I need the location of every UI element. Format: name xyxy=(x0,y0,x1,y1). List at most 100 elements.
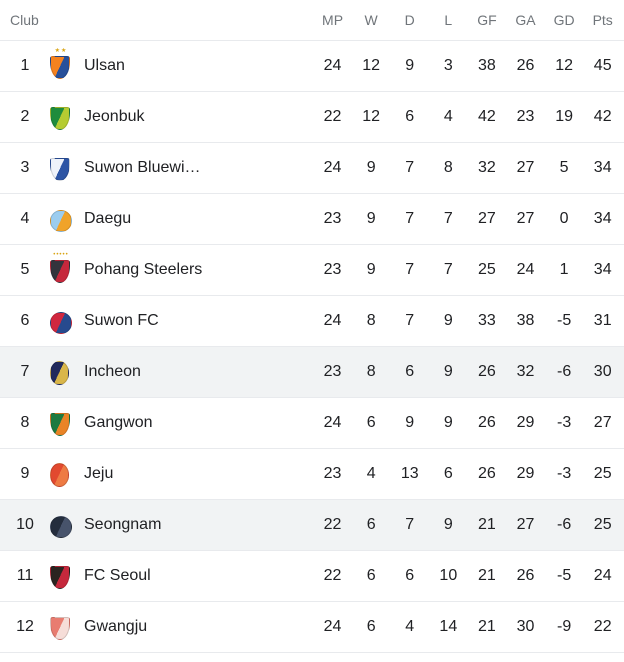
stat-mp: 23 xyxy=(323,465,342,482)
stat-gf: 27 xyxy=(478,210,496,227)
stat-gf: 38 xyxy=(478,57,496,74)
table-row[interactable]: 8 Gangwon 24 6 9 9 26 29 -3 27 xyxy=(0,397,624,448)
header-stat-ga: GA xyxy=(515,12,536,28)
stat-l: 9 xyxy=(443,312,453,329)
table-row[interactable]: 7 Incheon 23 8 6 9 26 32 -6 30 xyxy=(0,346,624,397)
club-crest-icon xyxy=(50,617,70,640)
club-name: Daegu xyxy=(84,210,132,227)
header-stat-gf: GF xyxy=(477,12,497,28)
club-stars-icon: ★★ xyxy=(54,48,68,54)
stat-gd: 19 xyxy=(555,108,573,125)
stat-l: 8 xyxy=(443,159,453,176)
club-crest-icon xyxy=(50,361,69,385)
club-crest-icon xyxy=(50,463,69,487)
club-name: Pohang Steelers xyxy=(84,261,203,278)
table-row[interactable]: 3 Suwon Bluewi… 24 9 7 8 32 27 5 34 xyxy=(0,142,624,193)
stat-mp: 23 xyxy=(323,210,342,227)
stat-l: 6 xyxy=(443,465,453,482)
table-row[interactable]: 11 FC Seoul 22 6 6 10 21 26 -5 24 xyxy=(0,550,624,601)
stat-ga: 30 xyxy=(516,618,535,635)
stat-pts: 25 xyxy=(593,516,612,533)
club-logo xyxy=(50,151,84,185)
table-header: Club MP W D L GF GA GD Pts xyxy=(0,0,624,40)
stat-gd: -5 xyxy=(556,312,572,329)
rank-label: 1 xyxy=(20,57,30,74)
stat-mp: 23 xyxy=(323,363,342,380)
stat-gd: -3 xyxy=(556,465,572,482)
stat-l: 9 xyxy=(443,414,453,431)
club-logo xyxy=(50,508,84,542)
club-name: Suwon Bluewi… xyxy=(84,159,201,176)
table-row[interactable]: 4 Daegu 23 9 7 7 27 27 0 34 xyxy=(0,193,624,244)
rank-label: 7 xyxy=(20,363,30,380)
stat-mp: 24 xyxy=(323,618,342,635)
club-logo xyxy=(50,406,84,440)
stat-ga: 27 xyxy=(516,516,535,533)
club-crest-icon xyxy=(50,566,70,589)
stat-gd: -5 xyxy=(556,567,572,584)
club-logo xyxy=(50,100,84,134)
stat-pts: 45 xyxy=(593,57,612,74)
stat-pts: 31 xyxy=(593,312,612,329)
rank-label: 9 xyxy=(20,465,30,482)
club-logo xyxy=(50,559,84,593)
stat-gf: 33 xyxy=(478,312,496,329)
table-row[interactable]: 2 Jeonbuk 22 12 6 4 42 23 19 42 xyxy=(0,91,624,142)
stat-l: 9 xyxy=(443,516,453,533)
header-stat-mp: MP xyxy=(322,12,344,28)
stat-gf: 32 xyxy=(478,159,496,176)
club-name: Jeju xyxy=(84,465,114,482)
table-row[interactable]: 5 ••••• Pohang Steelers 23 9 7 7 25 24 1… xyxy=(0,244,624,295)
table-row[interactable]: 10 Seongnam 22 6 7 9 21 27 -6 25 xyxy=(0,499,624,550)
stat-pts: 27 xyxy=(593,414,612,431)
stat-w: 8 xyxy=(366,312,376,329)
club-name: Jeonbuk xyxy=(84,108,145,125)
stat-mp: 22 xyxy=(323,108,342,125)
stat-d: 7 xyxy=(405,516,415,533)
stat-pts: 30 xyxy=(593,363,612,380)
table-row[interactable]: 6 Suwon FC 24 8 7 9 33 38 -5 31 xyxy=(0,295,624,346)
header-stat-gd: GD xyxy=(553,12,575,28)
stat-d: 6 xyxy=(405,108,415,125)
stat-gd: 0 xyxy=(559,210,569,227)
stat-w: 6 xyxy=(366,516,376,533)
table-row[interactable]: 12 Gwangju 24 6 4 14 21 30 -9 22 xyxy=(0,601,624,652)
club-crest-icon xyxy=(50,260,70,283)
table-row[interactable]: 9 Jeju 23 4 13 6 26 29 -3 25 xyxy=(0,448,624,499)
header-stat-pts: Pts xyxy=(592,12,613,28)
stat-d: 9 xyxy=(405,414,415,431)
stat-ga: 29 xyxy=(516,414,535,431)
stat-ga: 23 xyxy=(516,108,535,125)
header-stat-d: D xyxy=(404,12,415,28)
header-club-label: Club xyxy=(10,12,39,28)
stat-gd: 1 xyxy=(559,261,569,278)
club-crest-icon xyxy=(50,158,70,181)
stat-pts: 42 xyxy=(593,108,612,125)
rank-label: 11 xyxy=(16,567,34,584)
stat-l: 14 xyxy=(439,618,458,635)
stat-gf: 26 xyxy=(478,465,496,482)
stat-ga: 27 xyxy=(516,159,535,176)
stat-gd: -6 xyxy=(556,363,572,380)
stat-mp: 24 xyxy=(323,57,342,74)
rank-label: 8 xyxy=(20,414,30,431)
stat-l: 7 xyxy=(443,210,453,227)
stat-gf: 21 xyxy=(478,516,496,533)
club-crest-icon xyxy=(50,210,72,232)
stat-mp: 22 xyxy=(323,516,342,533)
stat-w: 6 xyxy=(366,414,376,431)
club-name: Seongnam xyxy=(84,516,162,533)
stat-d: 6 xyxy=(405,363,415,380)
table-row[interactable]: 1 ★★ Ulsan 24 12 9 3 38 26 12 45 xyxy=(0,40,624,91)
stat-w: 9 xyxy=(366,210,376,227)
rank-label: 5 xyxy=(20,261,30,278)
stat-l: 4 xyxy=(443,108,453,125)
stat-w: 6 xyxy=(366,618,376,635)
table-body: 1 ★★ Ulsan 24 12 9 3 38 26 12 45 2 xyxy=(0,40,624,653)
club-stars-icon: ••••• xyxy=(53,252,69,258)
stat-pts: 24 xyxy=(593,567,612,584)
stat-gd: -3 xyxy=(556,414,572,431)
stat-w: 9 xyxy=(366,159,376,176)
stat-d: 7 xyxy=(405,210,415,227)
